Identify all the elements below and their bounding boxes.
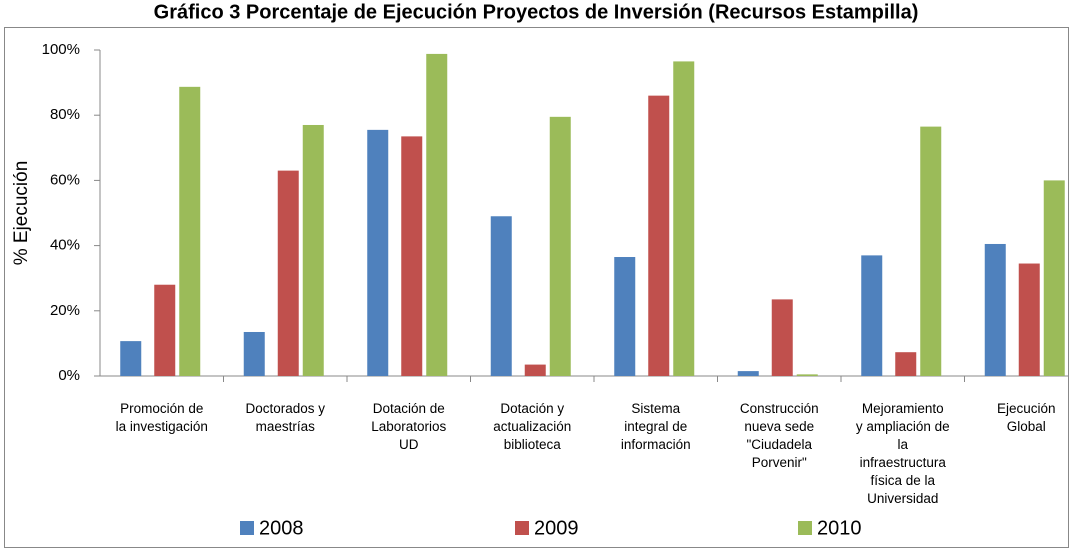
bar [920,126,942,376]
y-tick-label: 60% [50,171,80,188]
x-tick-label: Dotación de Laboratorios UD [371,401,447,452]
bar [367,129,389,376]
chart-frame [4,27,1069,548]
bar [648,95,670,376]
bar [524,364,546,376]
y-tick-label: 100% [42,41,80,58]
bar [302,124,324,376]
legend-label: 2010 [817,517,862,539]
bar [179,86,201,376]
legend-swatch [240,521,254,535]
bar [861,255,883,376]
y-tick-label: 40% [50,237,80,254]
bar [737,371,759,376]
x-tick-label: Doctorados y maestrías [245,401,326,434]
chart-title: Gráfico 3 Porcentaje de Ejecución Proyec… [154,1,919,23]
x-tick-label: Mejoramiento y ampliación de la infraest… [855,401,950,506]
bar [984,243,1006,376]
y-tick-label: 20% [50,302,80,319]
y-axis-label: % Ejecución [11,161,32,266]
x-tick-label: Construcción nueva sede "Ciudadela Porve… [739,401,819,470]
bar [771,299,793,376]
x-tick-label: Dotación y actualización biblioteca [493,401,572,452]
bar [673,61,695,376]
bar [243,331,265,376]
legend-label: 2009 [534,517,579,539]
legend-label: 2008 [259,517,304,539]
bar [401,136,423,376]
bar [549,116,571,376]
bar [426,53,448,377]
x-tick-label: Promoción de la investigación [115,401,208,434]
bar [1018,263,1040,376]
bar [154,284,176,376]
legend-swatch [515,521,529,535]
y-tick-label: 0% [58,367,80,384]
bar [1043,180,1065,376]
bar [614,257,636,376]
legend-swatch [798,521,812,535]
bar [796,374,818,376]
bar [895,352,917,376]
x-tick-label: Ejecución Global [996,401,1056,434]
y-tick-label: 80% [50,106,80,123]
bar [120,341,142,376]
bar [490,216,512,376]
x-tick-label: Sistema integral de información [620,401,691,452]
bar [277,170,299,376]
